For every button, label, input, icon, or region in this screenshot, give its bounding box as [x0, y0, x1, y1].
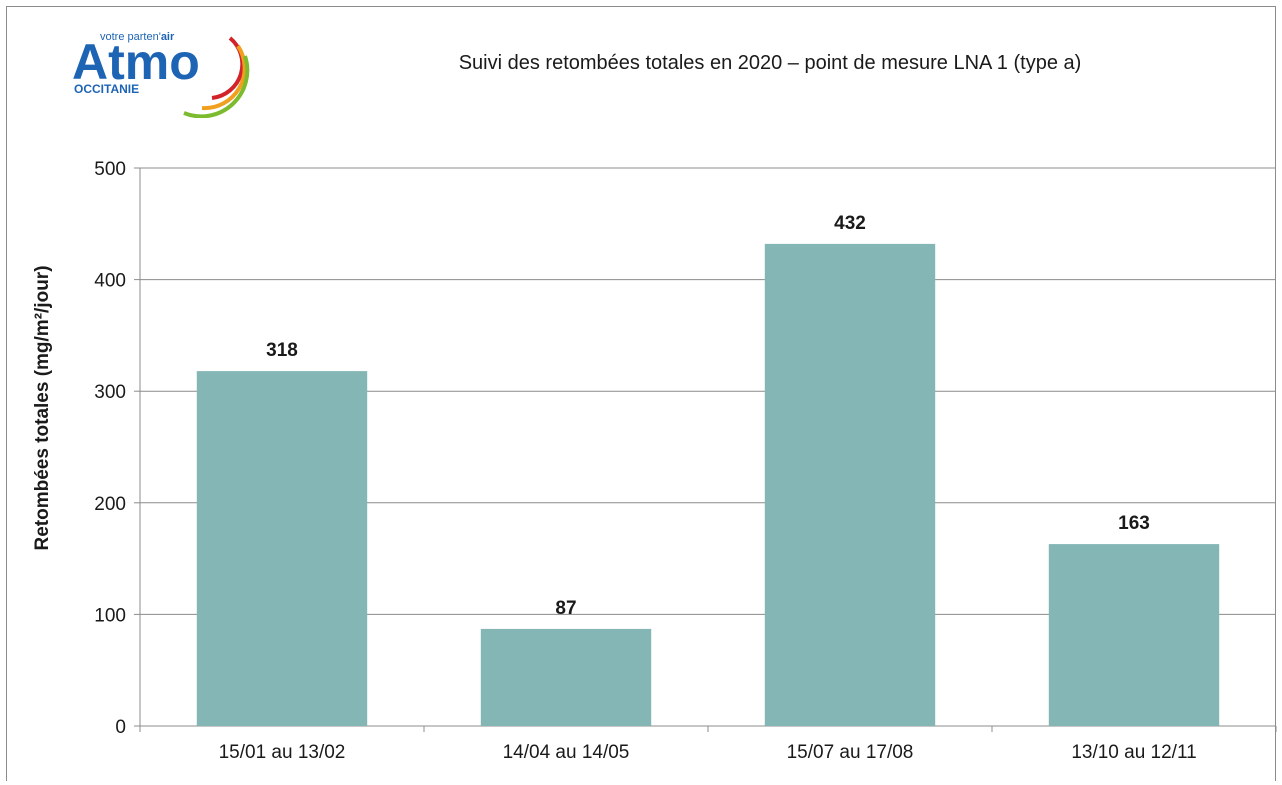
data-labels: 318 87 432 163: [266, 213, 1150, 619]
y-tick-label: 400: [94, 271, 126, 292]
bar: [196, 371, 368, 726]
logo-region: OCCITANIE: [74, 82, 139, 96]
data-label: 432: [834, 213, 866, 234]
x-tick-label: 15/07 au 17/08: [787, 742, 914, 763]
data-label: 87: [555, 598, 576, 619]
bar: [764, 243, 936, 726]
y-tick-label: 500: [94, 159, 126, 180]
y-tick-label: 100: [94, 605, 126, 626]
logo-tagline: votre parten'air: [100, 31, 175, 43]
axes: 0 100 200 300 400 500 15/01 au 13/02 14/04 au 1…: [94, 159, 1277, 763]
atmo-occitanie-logo: votre parten'air Atmo OCCITANIE: [62, 18, 262, 119]
data-label: 163: [1118, 513, 1150, 534]
logo-arc-orange: [201, 44, 247, 111]
bar: [1048, 544, 1220, 726]
y-tick-label: 0: [115, 717, 126, 738]
chart-title: Suivi des retombées totales en 2020 – po…: [458, 52, 1082, 74]
y-axis-label: Retombées totales (mg/m²/jour): [32, 265, 53, 550]
y-tick-label: 200: [94, 494, 126, 515]
bars: [196, 243, 1220, 726]
chart-frame: [6, 6, 1276, 781]
logo-arc-green: [183, 55, 250, 119]
bar: [480, 628, 652, 726]
y-tick-label: 300: [94, 382, 126, 403]
x-tick-label: 15/01 au 13/02: [219, 742, 346, 763]
logo-brand: Atmo: [72, 34, 200, 90]
x-tick-label: 13/10 au 12/11: [1071, 742, 1196, 763]
data-label: 318: [266, 340, 298, 361]
x-tick-label: 14/04 au 14/05: [503, 742, 630, 763]
logo-arc-red: [211, 36, 245, 100]
